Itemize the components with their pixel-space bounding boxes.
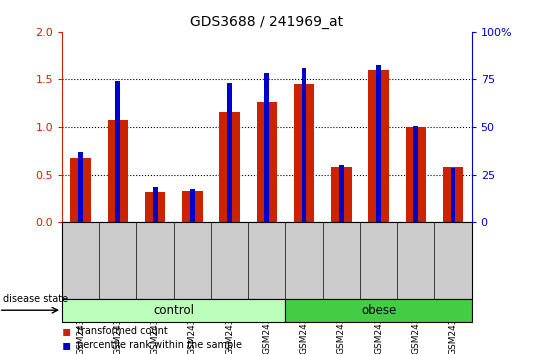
Text: transformed count: transformed count: [77, 326, 168, 336]
Bar: [265, 73, 269, 222]
Text: ▪: ▪: [62, 338, 71, 352]
Bar: [286, 298, 472, 322]
Text: disease state: disease state: [3, 294, 68, 304]
Title: GDS3688 / 241969_at: GDS3688 / 241969_at: [190, 16, 343, 29]
Bar: [115, 81, 120, 222]
Bar: [451, 168, 455, 222]
Text: ▪: ▪: [62, 324, 71, 338]
Bar: [294, 84, 314, 222]
Bar: [257, 102, 277, 222]
Bar: [368, 70, 389, 222]
Bar: [219, 112, 240, 222]
Bar: [443, 167, 463, 222]
Text: control: control: [153, 304, 194, 317]
Bar: [227, 83, 232, 222]
Bar: [153, 187, 157, 222]
Bar: [62, 298, 286, 322]
Bar: [108, 120, 128, 222]
Bar: [413, 126, 418, 222]
Bar: [145, 192, 165, 222]
Bar: [71, 158, 91, 222]
Bar: [405, 127, 426, 222]
Text: obese: obese: [361, 304, 396, 317]
Bar: [190, 189, 195, 222]
Bar: [339, 165, 344, 222]
Bar: [302, 68, 307, 222]
Text: percentile rank within the sample: percentile rank within the sample: [77, 340, 242, 350]
Bar: [182, 191, 203, 222]
Bar: [331, 167, 351, 222]
Bar: [78, 152, 83, 222]
Bar: [376, 65, 381, 222]
